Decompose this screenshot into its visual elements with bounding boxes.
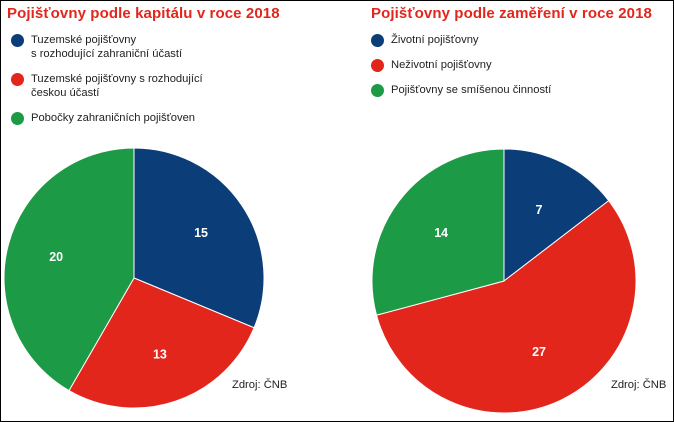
legend-label: Neživotní pojišťovny <box>391 59 492 71</box>
slice-data-label: 15 <box>194 226 208 240</box>
slice-foreign-controlled <box>133 147 265 329</box>
legend-swatch <box>371 59 384 72</box>
legend-label: Tuzemské pojišťovny s rozhodující českou… <box>31 73 203 99</box>
chart-title: Pojišťovny podle kapitálu v roce 2018 <box>7 5 280 22</box>
slice-composite <box>371 148 505 316</box>
slice-data-label: 27 <box>532 345 546 359</box>
legend-item-foreign-branches: Pobočky zahraničních pojišťoven <box>11 111 203 125</box>
slice-non-life <box>375 199 637 414</box>
legend-label: Pojišťovny se smíšenou činností <box>391 84 552 96</box>
legend-item-czech-controlled: Tuzemské pojišťovny s rozhodující českou… <box>11 72 203 100</box>
legend-label: Pobočky zahraničních pojišťoven <box>31 112 196 124</box>
source-note: Zdroj: ČNB <box>232 379 288 391</box>
focus-pie-chart: 7 27 14 <box>371 148 637 414</box>
legend-swatch <box>371 34 384 47</box>
slice-life <box>503 148 610 283</box>
slice-data-label: 7 <box>536 203 543 217</box>
legend-swatch <box>11 34 24 47</box>
legend-item-composite: Pojišťovny se smíšenou činností <box>371 83 551 97</box>
legend-swatch <box>11 73 24 86</box>
chart-legend: Životní pojišťovny Neživotní pojišťovny … <box>371 33 551 108</box>
legend-label: Tuzemské pojišťovny s rozhodující zahran… <box>31 34 183 60</box>
legend-item-life: Životní pojišťovny <box>371 33 551 47</box>
slice-data-label: 14 <box>434 226 448 240</box>
source-note: Zdroj: ČNB <box>611 379 667 391</box>
legend-swatch <box>11 112 24 125</box>
capital-chart-panel: Pojišťovny podle kapitálu v roce 2018 Tu… <box>1 1 337 421</box>
capital-pie-chart: 15 13 20 <box>3 147 265 409</box>
chart-legend: Tuzemské pojišťovny s rozhodující zahran… <box>11 33 203 136</box>
legend-swatch <box>371 84 384 97</box>
slice-data-label: 20 <box>49 250 63 264</box>
chart-title: Pojišťovny podle zaměření v roce 2018 <box>371 5 653 22</box>
legend-label: Životní pojišťovny <box>391 34 479 46</box>
slice-foreign-branches <box>3 147 135 392</box>
focus-chart-panel: Pojišťovny podle zaměření v roce 2018 Ži… <box>361 1 673 421</box>
slice-data-label: 13 <box>153 347 167 361</box>
legend-item-foreign-controlled: Tuzemské pojišťovny s rozhodující zahran… <box>11 33 203 61</box>
legend-item-non-life: Neživotní pojišťovny <box>371 58 551 72</box>
